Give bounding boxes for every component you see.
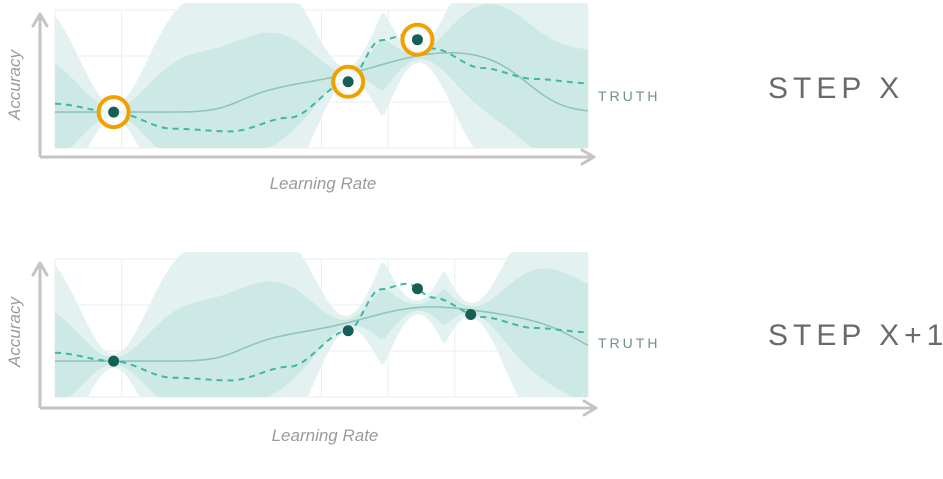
axes [31,12,596,166]
posterior-mean-line [55,52,589,113]
gp-plot-step-x-plus-1: Learning Rate Accuracy TRUTH [5,252,660,445]
observation-point-2 [411,283,423,295]
uncertainty-band-inner [55,268,588,397]
x-axis-arrow-icon [580,148,596,166]
y-axis-label: Accuracy [5,49,24,121]
truth-curve [54,33,588,133]
posterior-mean-line [55,306,589,362]
observation-point-0 [108,106,120,118]
y-axis-arrow-icon [31,12,49,28]
y-axis-arrow-icon [31,261,49,277]
observation-point-3 [465,309,477,321]
observation-points [108,283,477,367]
observation-points [96,22,435,130]
panel-step-x-plus-1: Learning Rate Accuracy TRUTH STEP X+1 [0,247,943,479]
axes [31,261,598,417]
observation-point-0 [108,355,120,367]
observation-point-1 [342,76,354,88]
x-axis-label: Learning Rate [272,426,379,445]
observation-point-2 [411,34,423,46]
y-axis-label: Accuracy [5,296,24,368]
x-axis-arrow-icon [582,399,598,417]
step-label: STEP X+1 [768,319,943,352]
step-label: STEP X [768,72,905,105]
x-axis-label: Learning Rate [270,174,377,193]
gp-plot-step-x: Learning Rate Accuracy TRUTH [5,3,660,193]
panel-step-x: Learning Rate Accuracy TRUTH STEP X [0,0,943,232]
truth-label: TRUTH [598,335,660,351]
truth-curve [54,282,588,382]
observation-point-1 [342,325,354,337]
truth-label: TRUTH [598,88,660,104]
